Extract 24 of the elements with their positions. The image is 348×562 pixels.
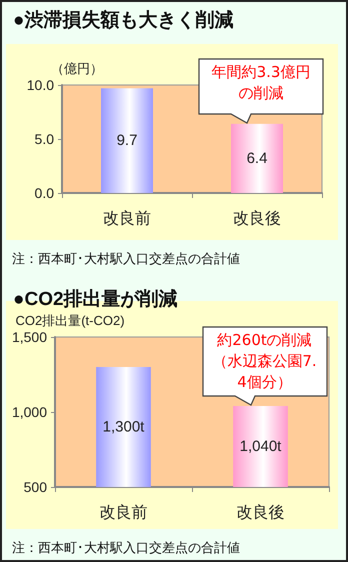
y-axis-title: CO2排出量(t-CO2) [15,313,125,328]
x-tick-label: 改良前 [100,504,148,522]
chart-title: ●渋滞損失額も大きく削減 [13,9,234,31]
y-tick-label: 5.0 [34,131,54,147]
x-tick-label: 改良後 [236,504,284,522]
x-tick-label: 改良前 [103,210,151,228]
y-tick-label: 500 [24,479,48,495]
annotation: 約260tの削減（水辺森公園7.4個分） [212,330,318,393]
text: 注：西本町･大村駅入口交差点の合計値 [12,251,240,266]
callout-box: 約260tの削減（水辺森公園7.4個分） [202,326,328,406]
x-tick-label: 改良後 [233,210,281,228]
chart-title: ●CO2排出量が削減 [13,288,178,310]
annotation: 年間約3.3億円の削減 [210,62,312,104]
data-label: 9.7 [116,132,138,150]
y-tick-label: 0.0 [34,185,54,201]
y-tick-label: 10.0 [26,77,54,93]
data-label: 1,300t [102,418,146,436]
y-tick-label: 1,000 [12,404,48,420]
y-tick-label: 1,500 [12,329,48,345]
data-label: 6.4 [246,150,268,167]
y-axis-title: （億円） [51,61,103,76]
callout-box: 年間約3.3億円の削減 [198,58,324,124]
text: 注：西本町･大村駅入口交差点の合計値 [12,540,240,555]
data-label: 1,040t [240,438,282,455]
